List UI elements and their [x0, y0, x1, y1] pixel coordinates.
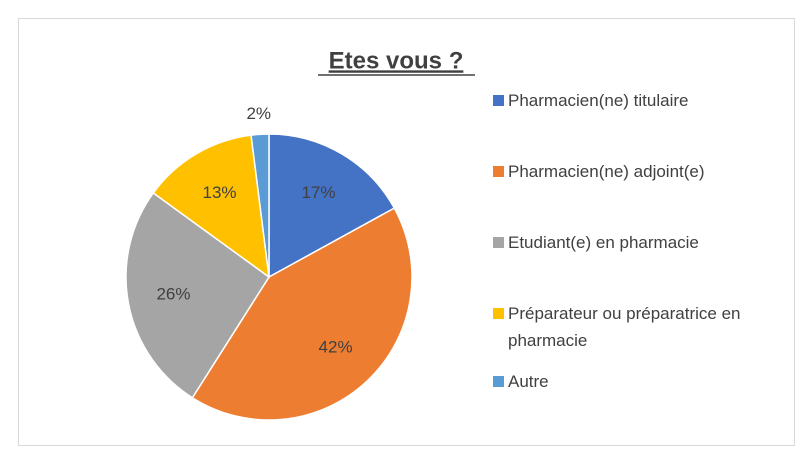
- legend-swatch: [493, 166, 504, 177]
- legend-item: Etudiant(e) en pharmacie: [493, 229, 783, 256]
- legend-swatch: [493, 376, 504, 387]
- pie-slice: [125, 191, 271, 399]
- pie-slice: [152, 134, 270, 279]
- legend-swatch: [493, 237, 504, 248]
- pie-slice: [191, 207, 413, 421]
- legend-label: Autre: [508, 372, 549, 391]
- legend-item: Pharmacien(ne) adjoint(e): [493, 158, 783, 185]
- pie-slice: [268, 133, 396, 279]
- data-label: 2%: [246, 104, 271, 123]
- legend-label: Pharmacien(ne) titulaire: [508, 91, 689, 110]
- chart-title: Etes vous ?: [329, 47, 464, 74]
- legend-label: Etudiant(e) en pharmacie: [508, 233, 699, 252]
- legend-swatch: [493, 95, 504, 106]
- data-label: 13%: [202, 183, 236, 202]
- data-label: 26%: [156, 285, 190, 304]
- legend-item: Préparateur ou préparatrice en pharmacie: [493, 300, 783, 354]
- legend-label: Pharmacien(ne) adjoint(e): [508, 162, 705, 181]
- data-label: 17%: [301, 183, 335, 202]
- legend-label: Préparateur ou préparatrice en pharmacie: [508, 304, 741, 350]
- legend-item: Autre: [493, 368, 783, 395]
- data-label: 42%: [319, 337, 353, 356]
- legend-swatch: [493, 308, 504, 319]
- legend-item: Pharmacien(ne) titulaire: [493, 87, 783, 114]
- pie-slice: [250, 133, 270, 278]
